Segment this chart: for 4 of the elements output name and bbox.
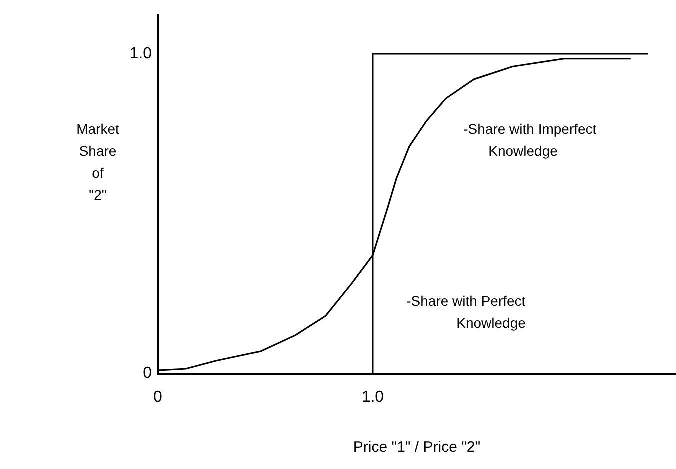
x-axis-title: Price "1" / Price "2" <box>353 439 481 456</box>
series-label: -Share with Imperfect Knowledge <box>464 121 597 160</box>
text: -Share with Perfect Knowledge <box>406 293 526 332</box>
y-axis-title: Market Share of "2" <box>76 120 120 203</box>
